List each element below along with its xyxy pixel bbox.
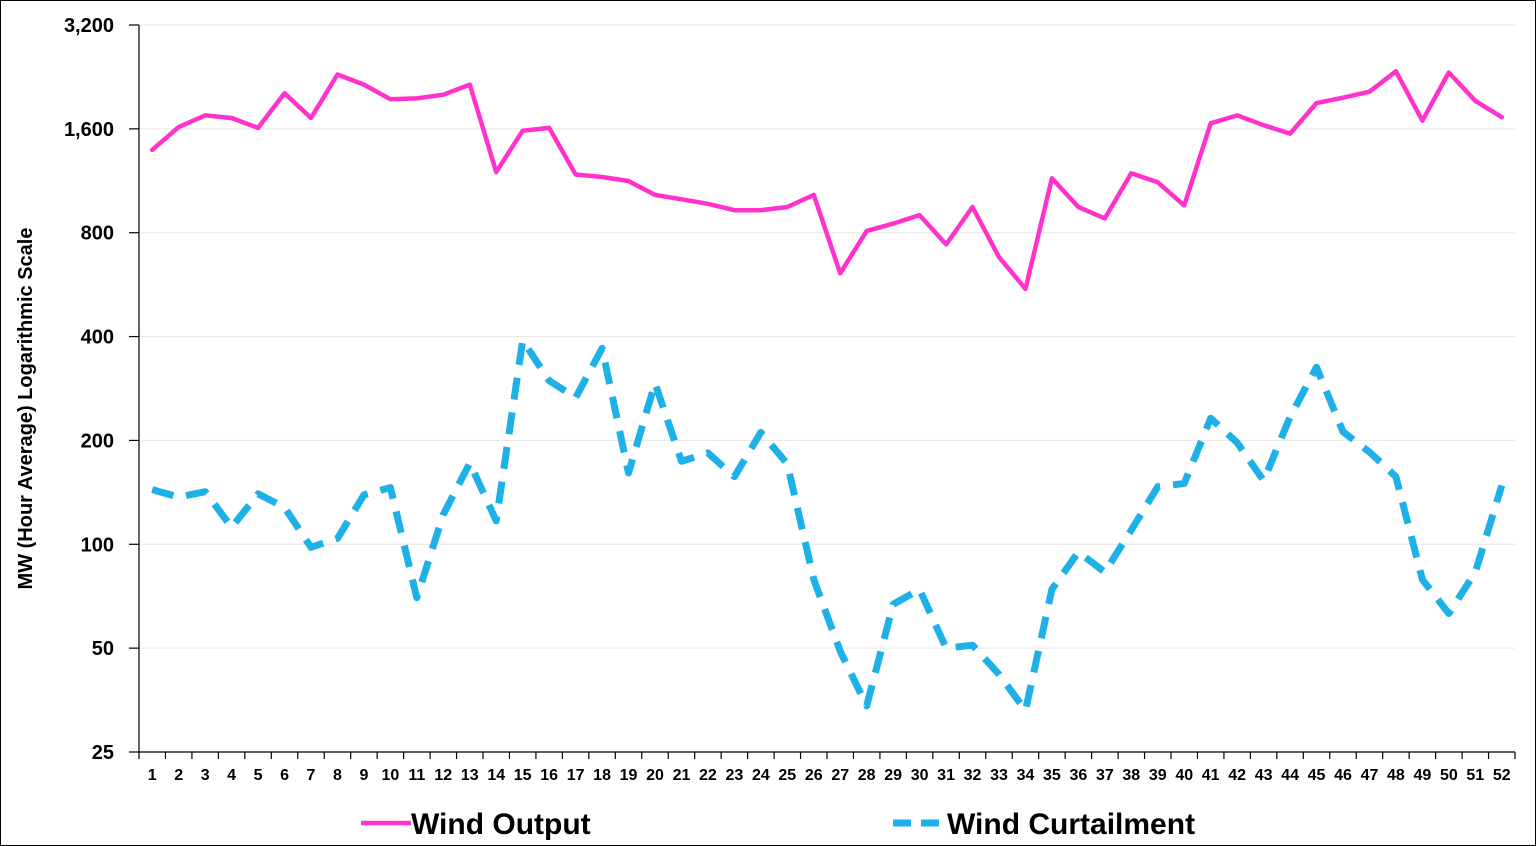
x-axis-ticks: 1 2 3 4 5 6 7 8 9 10 11 12 13 14 15 16 17 18 19 20 21 22 23 24 2… (138, 752, 1516, 784)
x-tick-label: 32 (964, 767, 982, 784)
x-tick-label: 26 (805, 767, 823, 784)
x-tick-label: 37 (1096, 767, 1114, 784)
x-tick-label: 24 (752, 767, 770, 784)
x-tick-label: 38 (1122, 767, 1140, 784)
gridlines (139, 24, 1515, 649)
series-lines (149, 69, 1506, 714)
y-tick-label: 1,600 (64, 119, 114, 141)
x-tick-label: 31 (937, 767, 955, 784)
x-tick-label: 48 (1387, 767, 1405, 784)
x-tick-label: 1 (148, 767, 157, 784)
y-tick-label: 3,200 (64, 15, 114, 37)
x-tick-label: 25 (778, 767, 796, 784)
x-tick-label: 27 (831, 767, 849, 784)
x-tick-label: 43 (1255, 767, 1273, 784)
y-tick-label: 800 (81, 223, 114, 245)
x-tick-label: 33 (990, 767, 1008, 784)
x-tick-label: 45 (1308, 767, 1326, 784)
x-tick-label: 5 (254, 767, 263, 784)
x-tick-label: 7 (307, 767, 316, 784)
x-tick-label: 20 (646, 767, 664, 784)
x-tick-label: 6 (280, 767, 289, 784)
y-tick-label: 50 (92, 638, 114, 660)
x-tick-label: 35 (1043, 767, 1061, 784)
x-tick-label: 44 (1281, 767, 1299, 784)
x-tick-label: 10 (381, 767, 399, 784)
x-tick-label: 9 (359, 767, 368, 784)
x-tick-label: 30 (911, 767, 929, 784)
x-tick-label: 42 (1228, 767, 1246, 784)
x-tick-label: 14 (487, 767, 505, 784)
y-tick-label: 400 (81, 327, 114, 349)
x-tick-label: 16 (540, 767, 558, 784)
x-tick-label: 47 (1361, 767, 1379, 784)
x-tick-label: 41 (1202, 767, 1220, 784)
legend: Wind Output Wind Curtailment (361, 808, 1195, 841)
x-tick-label: 13 (461, 767, 479, 784)
y-axis-label: MW (Hour Average) Logarithmic Scale (15, 228, 37, 590)
x-tick-label: 19 (620, 767, 638, 784)
x-tick-label: 17 (567, 767, 585, 784)
wind-output-line (149, 69, 1505, 292)
y-axis-ticks: 25 50 100 200 400 800 1,600 3,200 (64, 15, 139, 764)
x-tick-label: 49 (1413, 767, 1431, 784)
y-tick-label: 100 (81, 534, 114, 556)
x-tick-label: 52 (1493, 767, 1511, 784)
x-tick-label: 23 (725, 767, 743, 784)
x-tick-label: 28 (858, 767, 876, 784)
x-tick-label: 4 (227, 767, 236, 784)
x-tick-label: 21 (673, 767, 691, 784)
x-tick-label: 36 (1069, 767, 1087, 784)
x-tick-label: 50 (1440, 767, 1458, 784)
x-tick-label: 11 (408, 767, 425, 784)
x-tick-label: 39 (1149, 767, 1167, 784)
x-tick-label: 46 (1334, 767, 1352, 784)
legend-label: Wind Output (411, 808, 591, 841)
x-tick-label: 51 (1466, 767, 1484, 784)
x-tick-label: 8 (333, 767, 342, 784)
x-tick-label: 34 (1017, 767, 1035, 784)
x-tick-label: 2 (174, 767, 183, 784)
wind-curtailment-line (151, 336, 1506, 714)
x-tick-label: 3 (201, 767, 210, 784)
legend-label: Wind Curtailment (947, 808, 1195, 841)
x-tick-label: 29 (884, 767, 902, 784)
x-tick-label: 18 (593, 767, 611, 784)
y-tick-label: 200 (81, 430, 114, 452)
x-tick-label: 22 (699, 767, 717, 784)
y-tick-label: 25 (92, 742, 114, 764)
x-tick-label: 40 (1175, 767, 1193, 784)
x-tick-label: 12 (434, 767, 452, 784)
x-tick-label: 15 (514, 767, 532, 784)
